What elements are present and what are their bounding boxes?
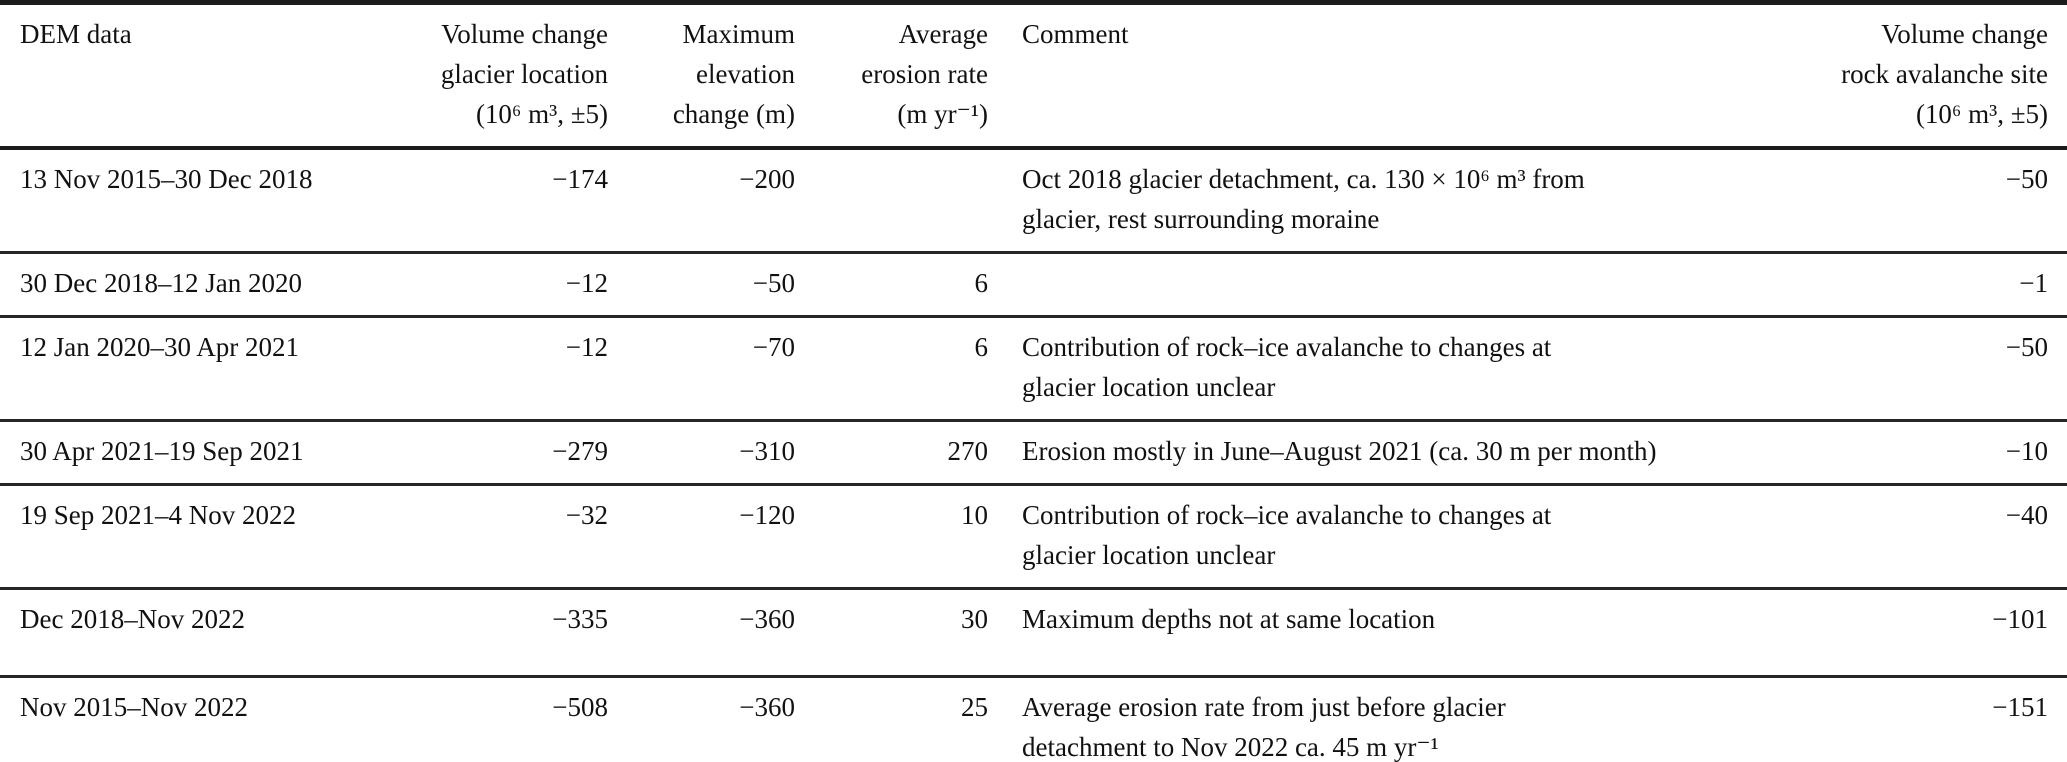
volume-rock-site-cell: −151: [1992, 692, 2048, 722]
volume-glacier-cell: −174: [552, 164, 608, 194]
max-elevation-cell: −360: [739, 604, 795, 634]
volume-glacier-cell: −508: [552, 692, 608, 722]
table-row: 19 Sep 2021–4 Nov 2022 −32 −120 10 Contr…: [0, 485, 2067, 589]
comment-cell: Maximum depths not at same location: [1022, 604, 1436, 634]
erosion-rate-cell: 10: [961, 500, 988, 530]
header-dem-data: DEM data: [20, 19, 132, 49]
comment-cell: Contribution of rock–ice avalanche to ch…: [1022, 500, 1552, 570]
volume-glacier-cell: −32: [565, 500, 608, 530]
header-comment: Comment: [1022, 19, 1129, 49]
volume-rock-site-cell: −50: [2005, 332, 2048, 362]
erosion-rate-cell: 6: [974, 268, 989, 298]
volume-glacier-cell: −12: [565, 332, 608, 362]
table-header: DEM data Volume change glacier location …: [0, 2, 2067, 148]
table-row: 13 Nov 2015–30 Dec 2018 −174 −200 Oct 20…: [0, 148, 2067, 253]
dem-period-cell: 19 Sep 2021–4 Nov 2022: [20, 500, 296, 530]
table-row: 12 Jan 2020–30 Apr 2021 −12 −70 6 Contri…: [0, 317, 2067, 421]
header-average-erosion-rate: Average erosion rate (m yr⁻¹): [861, 19, 988, 129]
table-row: Nov 2015–Nov 2022 −508 −360 25 Average e…: [0, 677, 2067, 762]
header-row: DEM data Volume change glacier location …: [0, 2, 2067, 148]
volume-rock-site-cell: −40: [2005, 500, 2048, 530]
dem-period-cell: 30 Apr 2021–19 Sep 2021: [20, 436, 304, 466]
table-row: 30 Dec 2018–12 Jan 2020 −12 −50 6 −1: [0, 253, 2067, 317]
table-body: 13 Nov 2015–30 Dec 2018 −174 −200 Oct 20…: [0, 148, 2067, 762]
max-elevation-cell: −200: [739, 164, 795, 194]
dem-period-cell: 30 Dec 2018–12 Jan 2020: [20, 268, 302, 298]
erosion-rate-cell: [795, 148, 988, 253]
dem-period-cell: 12 Jan 2020–30 Apr 2021: [20, 332, 299, 362]
comment-cell: [988, 253, 1628, 317]
erosion-rate-cell: 270: [947, 436, 989, 466]
volume-glacier-cell: −279: [552, 436, 608, 466]
volume-rock-site-cell: −50: [2005, 164, 2048, 194]
volume-rock-site-cell: −10: [2005, 436, 2048, 466]
table-row: 30 Apr 2021–19 Sep 2021 −279 −310 270 Er…: [0, 421, 2067, 485]
erosion-rate-cell: 6: [974, 332, 989, 362]
max-elevation-cell: −360: [739, 692, 795, 722]
header-volume-change-glacier: Volume change glacier location (10⁶ m³, …: [440, 19, 608, 129]
header-max-elevation-change: Maximum elevation change (m): [672, 19, 795, 129]
comment-cell: Erosion mostly in June–August 2021 (ca. …: [1022, 436, 1657, 466]
erosion-rate-cell: 30: [961, 604, 988, 634]
max-elevation-cell: −70: [752, 332, 795, 362]
dem-period-cell: 13 Nov 2015–30 Dec 2018: [20, 164, 313, 194]
dem-period-cell: Nov 2015–Nov 2022: [20, 692, 248, 722]
dem-period-cell: Dec 2018–Nov 2022: [20, 604, 245, 634]
header-volume-change-rock-site: Volume change rock avalanche site (10⁶ m…: [1841, 19, 2048, 129]
max-elevation-cell: −310: [739, 436, 795, 466]
volume-rock-site-cell: −1: [2019, 268, 2048, 298]
max-elevation-cell: −50: [752, 268, 795, 298]
erosion-rate-cell: 25: [961, 692, 988, 722]
volume-glacier-cell: −12: [565, 268, 608, 298]
comment-cell: Contribution of rock–ice avalanche to ch…: [1022, 332, 1552, 402]
table-row: Dec 2018–Nov 2022 −335 −360 30 Maximum d…: [0, 589, 2067, 677]
volume-glacier-cell: −335: [552, 604, 608, 634]
comment-cell: Average erosion rate from just before gl…: [1022, 692, 1506, 762]
comment-cell: Oct 2018 glacier detachment, ca. 130 × 1…: [1022, 164, 1585, 234]
volume-rock-site-cell: −101: [1992, 604, 2048, 634]
max-elevation-cell: −120: [739, 500, 795, 530]
